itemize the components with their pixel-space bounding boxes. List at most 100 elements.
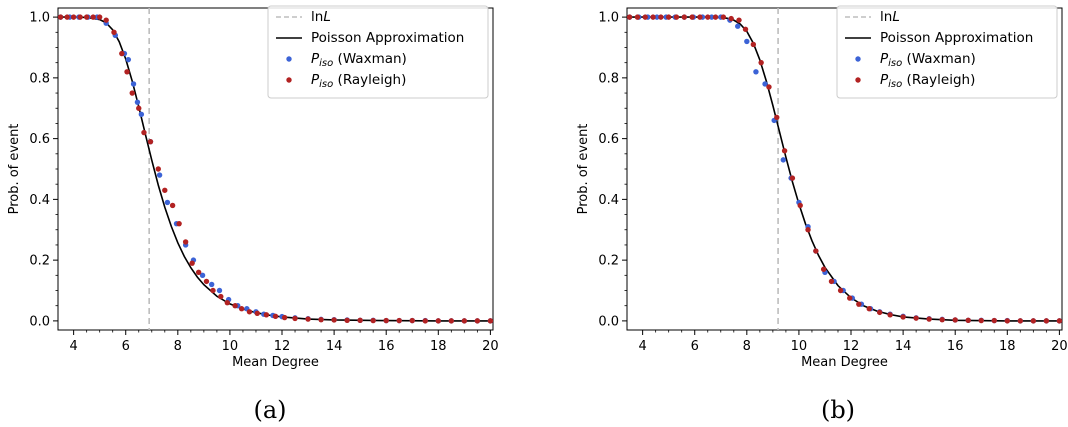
waxman-point bbox=[744, 38, 750, 45]
x-tick-label: 8 bbox=[743, 339, 751, 354]
rayleigh-point bbox=[487, 318, 493, 324]
rayleigh-point bbox=[781, 148, 788, 154]
x-tick-label: 4 bbox=[638, 339, 646, 354]
y-tick-label: 0.6 bbox=[29, 132, 50, 147]
legend-lnl-label: lnL bbox=[880, 9, 900, 25]
waxman-point bbox=[762, 81, 768, 87]
rayleigh-point bbox=[182, 239, 189, 245]
rayleigh-point bbox=[189, 260, 195, 266]
rayleigh-point bbox=[705, 14, 711, 20]
y-tick-label: 1.0 bbox=[29, 11, 50, 26]
rayleigh-point bbox=[383, 317, 389, 324]
rayleigh-point bbox=[129, 90, 135, 96]
rayleigh-point bbox=[665, 14, 672, 20]
x-tick-label: 20 bbox=[1051, 339, 1068, 354]
legend-box bbox=[836, 5, 1058, 99]
rayleigh-point bbox=[246, 309, 253, 315]
x-tick-label: 14 bbox=[895, 339, 912, 354]
legend-rayleigh-label: Piso (Rayleigh) bbox=[311, 72, 406, 90]
legend-waxman-swatch bbox=[855, 56, 861, 62]
legend-waxman-swatch bbox=[286, 56, 292, 62]
rayleigh-point bbox=[119, 50, 125, 57]
rayleigh-point bbox=[673, 14, 680, 20]
legend-rayleigh-label: Piso (Rayleigh) bbox=[880, 72, 975, 90]
rayleigh-point bbox=[195, 269, 202, 275]
rayleigh-point bbox=[435, 318, 441, 324]
rayleigh-point bbox=[272, 313, 279, 320]
x-tick-label: 14 bbox=[326, 339, 343, 354]
rayleigh-point bbox=[357, 317, 363, 323]
y-tick-label: 0.2 bbox=[598, 254, 619, 269]
panel-caption: (b) bbox=[821, 396, 855, 424]
rayleigh-point bbox=[370, 317, 376, 324]
rayleigh-point bbox=[887, 312, 893, 318]
rayleigh-point bbox=[1004, 318, 1010, 324]
rayleigh-point bbox=[866, 306, 872, 312]
x-axis-label: Mean Degree bbox=[801, 355, 888, 370]
rayleigh-point bbox=[331, 317, 337, 323]
legend-rayleigh-swatch bbox=[286, 77, 292, 83]
legend: lnL Poisson Approximation Piso (Waxman) Pis… bbox=[267, 5, 489, 99]
legend-poisson-label: Poisson Approximation bbox=[880, 30, 1033, 46]
rayleigh-point bbox=[991, 317, 997, 324]
rayleigh-point bbox=[797, 202, 803, 209]
legend-box bbox=[267, 5, 489, 99]
y-tick-label: 0.0 bbox=[598, 314, 619, 329]
rayleigh-point bbox=[232, 302, 238, 309]
rayleigh-point bbox=[344, 317, 350, 323]
x-tick-label: 6 bbox=[122, 339, 130, 354]
rayleigh-point bbox=[758, 59, 764, 66]
y-tick-label: 0.2 bbox=[29, 254, 50, 269]
x-tick-label: 10 bbox=[791, 339, 808, 354]
x-tick-label: 16 bbox=[378, 339, 395, 354]
x-tick-label: 20 bbox=[482, 339, 499, 354]
rayleigh-point bbox=[634, 14, 641, 20]
y-axis-label: Prob. of event bbox=[576, 124, 591, 215]
rayleigh-point bbox=[77, 14, 83, 20]
rayleigh-point bbox=[1056, 318, 1062, 324]
waxman-point bbox=[735, 23, 741, 29]
panel-caption: (a) bbox=[253, 396, 286, 424]
waxman-point bbox=[708, 14, 715, 20]
rayleigh-point bbox=[422, 318, 428, 324]
rayleigh-point bbox=[238, 306, 245, 312]
legend-rayleigh-swatch bbox=[855, 77, 861, 83]
legend-waxman-label: Piso (Waxman) bbox=[880, 51, 976, 69]
rayleigh-point bbox=[820, 266, 827, 272]
rayleigh-point bbox=[1043, 318, 1050, 324]
waxman-point bbox=[199, 272, 206, 279]
rayleigh-point bbox=[103, 17, 109, 23]
rayleigh-point bbox=[70, 14, 77, 20]
rayleigh-point bbox=[736, 17, 742, 23]
waxman-point bbox=[654, 14, 660, 20]
rayleigh-point bbox=[926, 316, 932, 322]
rayleigh-point bbox=[203, 278, 210, 285]
legend-waxman-label: Piso (Waxman) bbox=[311, 51, 407, 69]
waxman-point bbox=[156, 172, 163, 178]
waxman-point bbox=[753, 69, 759, 75]
y-tick-label: 0.4 bbox=[598, 193, 619, 208]
rayleigh-point bbox=[292, 315, 298, 322]
y-tick-label: 0.4 bbox=[29, 193, 50, 208]
rayleigh-point bbox=[263, 312, 270, 318]
rayleigh-point bbox=[978, 317, 984, 324]
rayleigh-point bbox=[828, 278, 835, 285]
x-tick-label: 6 bbox=[691, 339, 699, 354]
rayleigh-point bbox=[90, 14, 96, 20]
rayleigh-point bbox=[155, 166, 161, 172]
waxman-point bbox=[138, 111, 145, 118]
rayleigh-point bbox=[136, 105, 142, 111]
rayleigh-point bbox=[627, 14, 633, 20]
rayleigh-point bbox=[847, 295, 853, 301]
waxman-point bbox=[164, 199, 171, 206]
y-tick-label: 0.8 bbox=[598, 71, 619, 86]
rayleigh-point bbox=[789, 175, 796, 181]
rayleigh-point bbox=[169, 202, 176, 209]
rayleigh-point bbox=[396, 317, 402, 324]
waxman-point bbox=[134, 99, 141, 105]
rayleigh-point bbox=[913, 315, 919, 321]
rayleigh-point bbox=[124, 69, 130, 75]
legend-lnl-label: lnL bbox=[311, 9, 331, 25]
rayleigh-point bbox=[409, 317, 415, 324]
